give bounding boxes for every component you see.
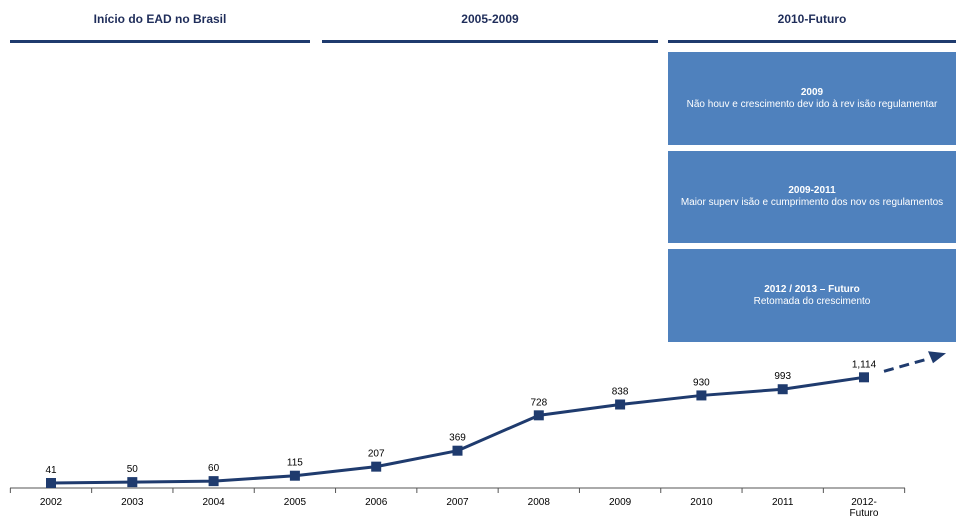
note-box-2009-2011: 2009-2011 Maior superv isão e cumpriment…: [668, 151, 956, 243]
note-box-2009: 2009 Não houv e crescimento dev ido à re…: [668, 52, 956, 145]
data-value-label: 369: [449, 433, 466, 444]
x-tick-label: 2010: [690, 497, 713, 508]
data-point-marker: [696, 390, 707, 401]
note-title: 2009: [800, 86, 824, 98]
x-tick-label: 2009: [609, 497, 632, 508]
data-value-label: 1,114: [852, 359, 877, 370]
header-2010-futuro: 2010-Futuro: [777, 12, 847, 26]
data-point-marker: [46, 478, 56, 488]
data-value-label: 50: [127, 464, 139, 475]
header-2005-2009: 2005-2009: [461, 12, 519, 26]
data-value-label: 838: [612, 386, 629, 397]
data-value-label: 930: [693, 377, 710, 388]
note-box-2012-futuro: 2012 / 2013 – Futuro Retomada do crescim…: [668, 249, 956, 342]
data-value-label: 60: [208, 463, 220, 474]
data-value-label: 115: [287, 458, 303, 469]
header-rule-3: [668, 40, 956, 43]
data-point-marker: [289, 470, 300, 481]
data-point-marker: [533, 410, 544, 421]
x-tick-label: 2004: [202, 497, 225, 508]
x-tick-label: 2006: [365, 497, 388, 508]
header-rule-2: [322, 40, 658, 43]
data-value-label: 207: [368, 449, 385, 460]
data-point-marker: [208, 476, 219, 487]
trend-arrow-line: [883, 356, 931, 373]
note-text: Maior superv isão e cumprimento dos nov …: [680, 197, 944, 208]
data-point-marker: [452, 445, 463, 456]
data-point-marker: [859, 372, 869, 383]
data-point-marker: [777, 384, 788, 395]
x-tick-label: 2007: [446, 497, 469, 508]
data-point-marker: [127, 477, 138, 488]
data-point-marker: [615, 399, 626, 410]
note-title: 2012 / 2013 – Futuro: [764, 283, 860, 295]
data-value-label: 728: [530, 397, 547, 408]
x-tick-label: 2005: [284, 497, 307, 508]
x-tick-label: 2011: [772, 497, 794, 508]
header-inicio-ead: Início do EAD no Brasil: [93, 12, 227, 26]
series-line: [50, 375, 865, 485]
trend-arrow-head: [928, 351, 946, 364]
data-point-marker: [371, 461, 382, 472]
data-value-label: 41: [45, 465, 57, 476]
x-tick-label: 2002: [40, 497, 63, 508]
x-tick-label: 2012-Futuro: [850, 497, 879, 518]
header-rule-1: [10, 40, 310, 43]
data-value-label: 993: [774, 371, 791, 382]
x-tick-label: 2008: [528, 497, 551, 508]
note-title: 2009-2011: [788, 185, 836, 196]
x-tick-label: 2003: [121, 497, 144, 508]
note-text: Retomada do crescimento: [753, 295, 871, 307]
note-text: Não houv e crescimento dev ido à rev isã…: [686, 98, 938, 110]
